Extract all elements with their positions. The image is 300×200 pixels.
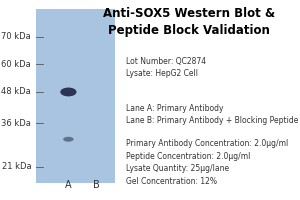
Text: 36 kDa: 36 kDa bbox=[2, 119, 31, 128]
Text: 48 kDa: 48 kDa bbox=[2, 87, 31, 96]
Text: Anti-SOX5 Western Blot &
Peptide Block Validation: Anti-SOX5 Western Blot & Peptide Block V… bbox=[103, 7, 275, 37]
Text: Primary Antibody Concentration: 2.0μg/ml
Peptide Concentration: 2.0μg/ml
Lysate : Primary Antibody Concentration: 2.0μg/ml… bbox=[126, 139, 289, 186]
Ellipse shape bbox=[60, 88, 76, 96]
FancyBboxPatch shape bbox=[36, 9, 115, 183]
Text: Lane A: Primary Antibody
Lane B: Primary Antibody + Blocking Peptide: Lane A: Primary Antibody Lane B: Primary… bbox=[126, 104, 299, 125]
Ellipse shape bbox=[63, 137, 74, 142]
Text: Lot Number: QC2874
Lysate: HepG2 Cell: Lot Number: QC2874 Lysate: HepG2 Cell bbox=[126, 57, 206, 78]
Text: 70 kDa: 70 kDa bbox=[2, 32, 31, 41]
Text: 60 kDa: 60 kDa bbox=[2, 60, 31, 69]
Text: A: A bbox=[65, 180, 72, 190]
Text: 21 kDa: 21 kDa bbox=[2, 162, 31, 171]
Text: B: B bbox=[93, 180, 100, 190]
